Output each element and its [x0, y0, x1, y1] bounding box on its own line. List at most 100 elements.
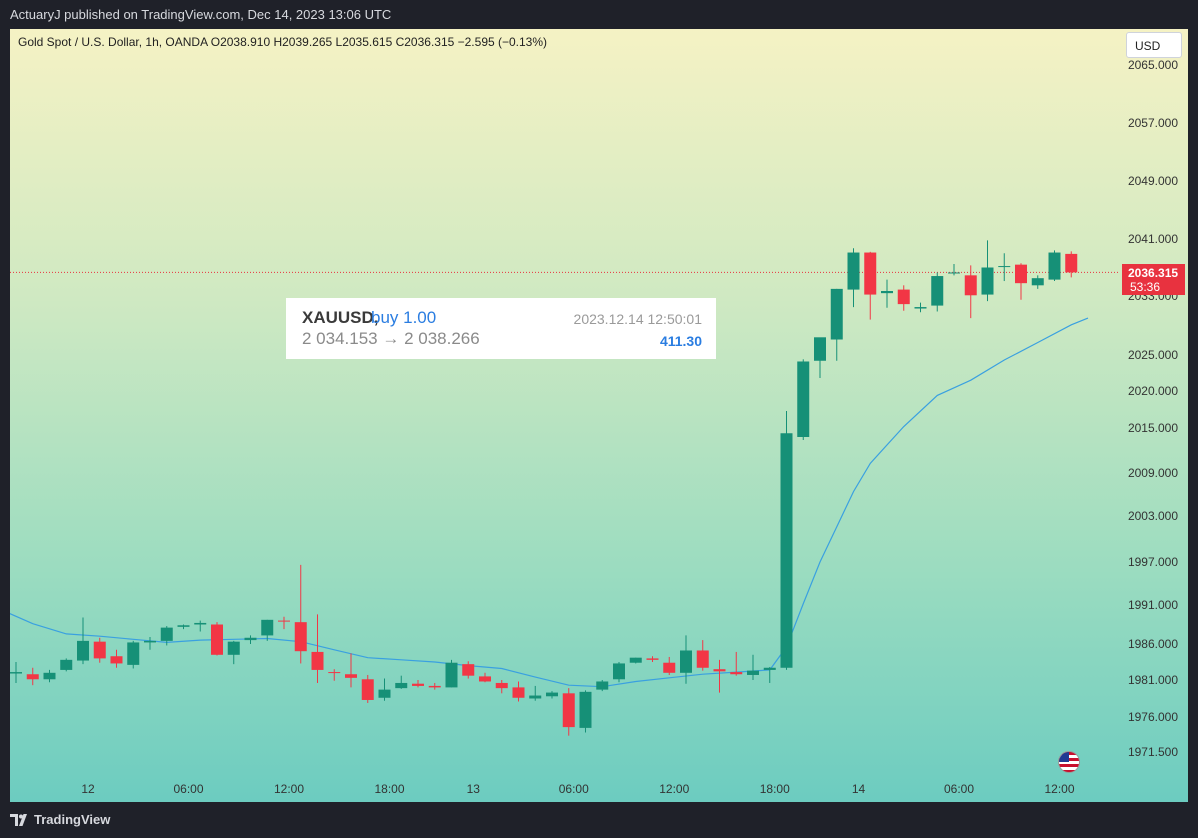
time-axis[interactable]: 12 06:00 12:00 18:00 13 06:00 12:00 18:00 14 06:0… [81, 782, 1075, 796]
candle-body [378, 689, 391, 698]
candle-body [797, 361, 810, 437]
candle-body [278, 620, 290, 622]
last-price-value: 2036.315 [1128, 266, 1179, 281]
time-tick-label: 13 [467, 782, 481, 796]
order-side: buy 1.00 [371, 308, 437, 327]
candle-body [261, 619, 274, 636]
candle-body [596, 681, 609, 690]
symbol-legend: Gold Spot / U.S. Dollar, 1h, OANDA O2038… [18, 35, 548, 49]
time-tick-label: 12:00 [1044, 782, 1074, 796]
candle-body [1031, 278, 1044, 286]
candle-body [428, 685, 441, 688]
candle-body [663, 662, 676, 673]
candle-body [211, 624, 223, 655]
candle-body [412, 683, 424, 686]
candle-body [629, 657, 642, 663]
candle-body [964, 275, 977, 296]
candle-body [847, 252, 860, 290]
candle-body [328, 672, 341, 674]
order-profit: 411.30 [659, 333, 702, 349]
order-prices: 2 034.153 → 2 038.266 [302, 329, 480, 348]
tradingview-logo-icon[interactable] [10, 812, 30, 828]
candle-body [227, 641, 240, 655]
candle-body [395, 682, 408, 689]
price-tick-label: 2020.000 [1128, 384, 1178, 398]
candle-body [77, 640, 89, 661]
price-tick-label: 2057.000 [1128, 116, 1178, 130]
candle-body [512, 687, 525, 698]
price-axis[interactable]: 2065.0002057.0002049.0002041.0002033.000… [1128, 58, 1178, 759]
candle-body [780, 433, 793, 668]
candle-body [529, 695, 542, 699]
candle-body [579, 691, 592, 728]
price-tick-label: 2025.000 [1128, 348, 1178, 362]
candle-body [881, 291, 893, 294]
time-tick-label: 06:00 [173, 782, 203, 796]
candle-body [361, 679, 374, 700]
time-tick-label: 12 [81, 782, 95, 796]
price-tick-label: 1971.500 [1128, 745, 1178, 759]
candle-body [613, 663, 625, 680]
last-price-tag: 2036.315 53:36 [1122, 264, 1185, 296]
candle-body [1015, 264, 1027, 284]
candle-body [897, 289, 910, 305]
candle-body [43, 672, 56, 680]
candle-body [1065, 253, 1078, 273]
candle-body [680, 650, 692, 673]
candle-body [311, 651, 324, 670]
order-annotation: XAUUSD, buy 1.00 2 034.153 → 2 038.266 2… [286, 298, 716, 359]
price-tick-label: 1991.000 [1128, 598, 1178, 612]
candles [10, 240, 1078, 736]
time-tick-label: 18:00 [760, 782, 790, 796]
candle-body [445, 662, 458, 688]
candle-body [747, 670, 759, 675]
chart-frame[interactable]: 2065.000 2057.000 2049.000 2041.000 2033.000… [10, 29, 1188, 802]
candle-body [479, 676, 491, 682]
order-timestamp: 2023.12.14 12:50:01 [573, 311, 702, 327]
candle-body [914, 307, 927, 309]
candle-body [110, 656, 123, 664]
price-tick-label: 2065.000 [1128, 58, 1178, 72]
candle-body [160, 627, 173, 641]
price-tick-label: 2049.000 [1128, 174, 1178, 188]
price-tick-label: 1976.000 [1128, 710, 1178, 724]
currency-button[interactable]: USD [1126, 32, 1182, 58]
candle-body [830, 288, 843, 340]
price-tick-label: 1986.000 [1128, 637, 1178, 651]
candle-body [713, 669, 726, 672]
candle-body [26, 674, 39, 680]
candle-body [177, 625, 190, 627]
candle-body [244, 637, 257, 641]
order-symbol: XAUUSD, [302, 308, 379, 327]
candle-body [93, 641, 106, 659]
us-flag-icon[interactable] [1058, 751, 1080, 773]
candle-body [144, 640, 156, 643]
candle-body [562, 693, 575, 728]
candle-body [730, 672, 743, 675]
candle-body [345, 674, 357, 678]
price-tick-label: 1981.000 [1128, 673, 1178, 687]
candle-body [696, 650, 709, 668]
candle-body [763, 667, 776, 670]
candle-body [948, 272, 960, 274]
price-tick-label: 2003.000 [1128, 509, 1178, 523]
candle-body [546, 692, 558, 697]
price-tick-label: 2041.000 [1128, 232, 1178, 246]
publisher-bar: ActuaryJ published on TradingView.com, D… [0, 0, 1198, 29]
candle-body [462, 664, 475, 676]
candle-body [10, 672, 22, 674]
candle-body [814, 337, 826, 361]
candle-body [1048, 252, 1061, 280]
time-tick-label: 06:00 [559, 782, 589, 796]
bar-countdown: 53:36 [1130, 280, 1161, 295]
candle-body [981, 267, 994, 295]
time-tick-label: 18:00 [374, 782, 404, 796]
candle-body [127, 642, 140, 665]
candle-body [864, 252, 877, 295]
price-tick-label: 2015.000 [1128, 421, 1178, 435]
price-chart[interactable]: 2065.0002057.0002049.0002041.0002033.000… [10, 29, 1188, 802]
footer-brand[interactable]: TradingView [34, 812, 111, 827]
footer-bar: TradingView [0, 802, 1198, 838]
published-text: ActuaryJ published on TradingView.com, D… [10, 7, 392, 22]
candle-body [194, 622, 207, 625]
